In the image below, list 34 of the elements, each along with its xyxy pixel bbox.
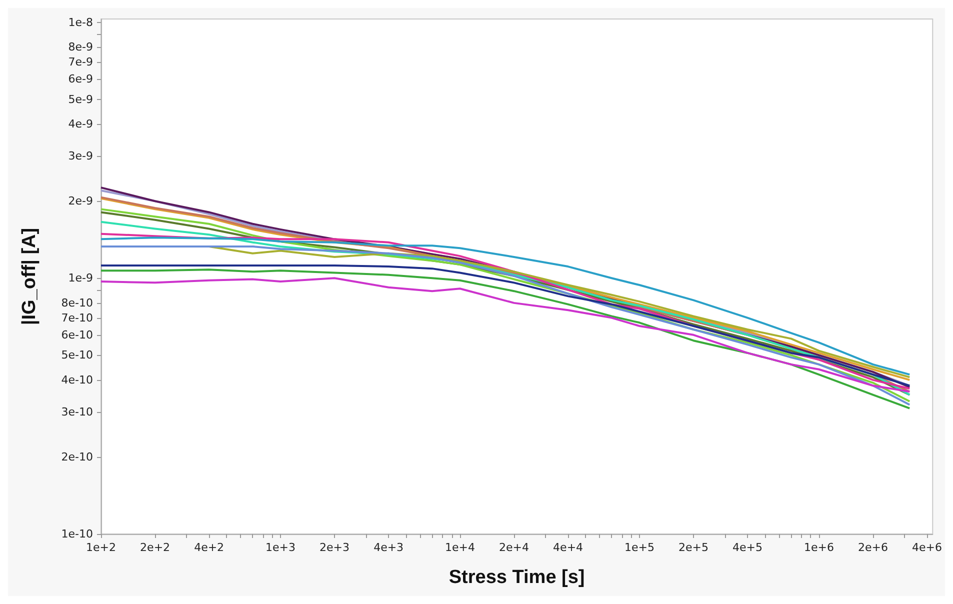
y-tick-label: 1e-9 <box>68 272 93 285</box>
x-tick-label: 4e+5 <box>732 541 763 554</box>
y-tick-label: 5e-9 <box>68 92 93 106</box>
y-tick-label: 4e-10 <box>61 373 93 386</box>
x-tick-label: 2e+4 <box>499 541 529 554</box>
x-tick-label: 1e+2 <box>86 541 116 554</box>
y-tick-label: 7e-9 <box>68 55 93 68</box>
x-tick-label: 2e+2 <box>140 541 170 554</box>
x-tick-label: 4e+2 <box>194 541 224 554</box>
y-tick-label: 3e-10 <box>61 405 93 418</box>
y-tick-label: 5e-10 <box>61 348 93 362</box>
x-tick-label: 1e+5 <box>624 541 654 554</box>
y-tick-label: 2e-9 <box>68 194 93 208</box>
y-axis-title: |IG_off| [A] <box>19 228 40 326</box>
x-tick-label: 4e+3 <box>374 541 404 554</box>
x-tick-label: 1e+4 <box>444 541 475 554</box>
y-tick-label: 8e-10 <box>61 296 93 310</box>
y-tick-label: 4e-9 <box>68 118 93 131</box>
y-tick-label: 6e-10 <box>61 328 93 342</box>
y-tick-label: 8e-9 <box>68 40 93 54</box>
x-tick-label: 1e+3 <box>265 541 296 554</box>
y-tick-label: 1e-10 <box>61 528 93 540</box>
y-tick-label: 3e-9 <box>68 150 93 163</box>
y-tick-label: 1e-8 <box>68 16 93 29</box>
x-tick-label: 2e+5 <box>678 541 708 554</box>
x-tick-label: 2e+6 <box>858 541 888 554</box>
y-tick-label: 6e-9 <box>68 72 93 86</box>
x-tick-label: 2e+3 <box>320 541 350 554</box>
y-tick-label: 2e-10 <box>61 450 93 464</box>
x-tick-label: 4e+4 <box>553 541 584 554</box>
x-tick-label: 4e+6 <box>912 541 942 554</box>
y-tick-label: 7e-10 <box>61 311 93 324</box>
x-axis-title: Stress Time [s] <box>448 567 585 588</box>
x-tick-label: 1e+6 <box>804 541 834 554</box>
